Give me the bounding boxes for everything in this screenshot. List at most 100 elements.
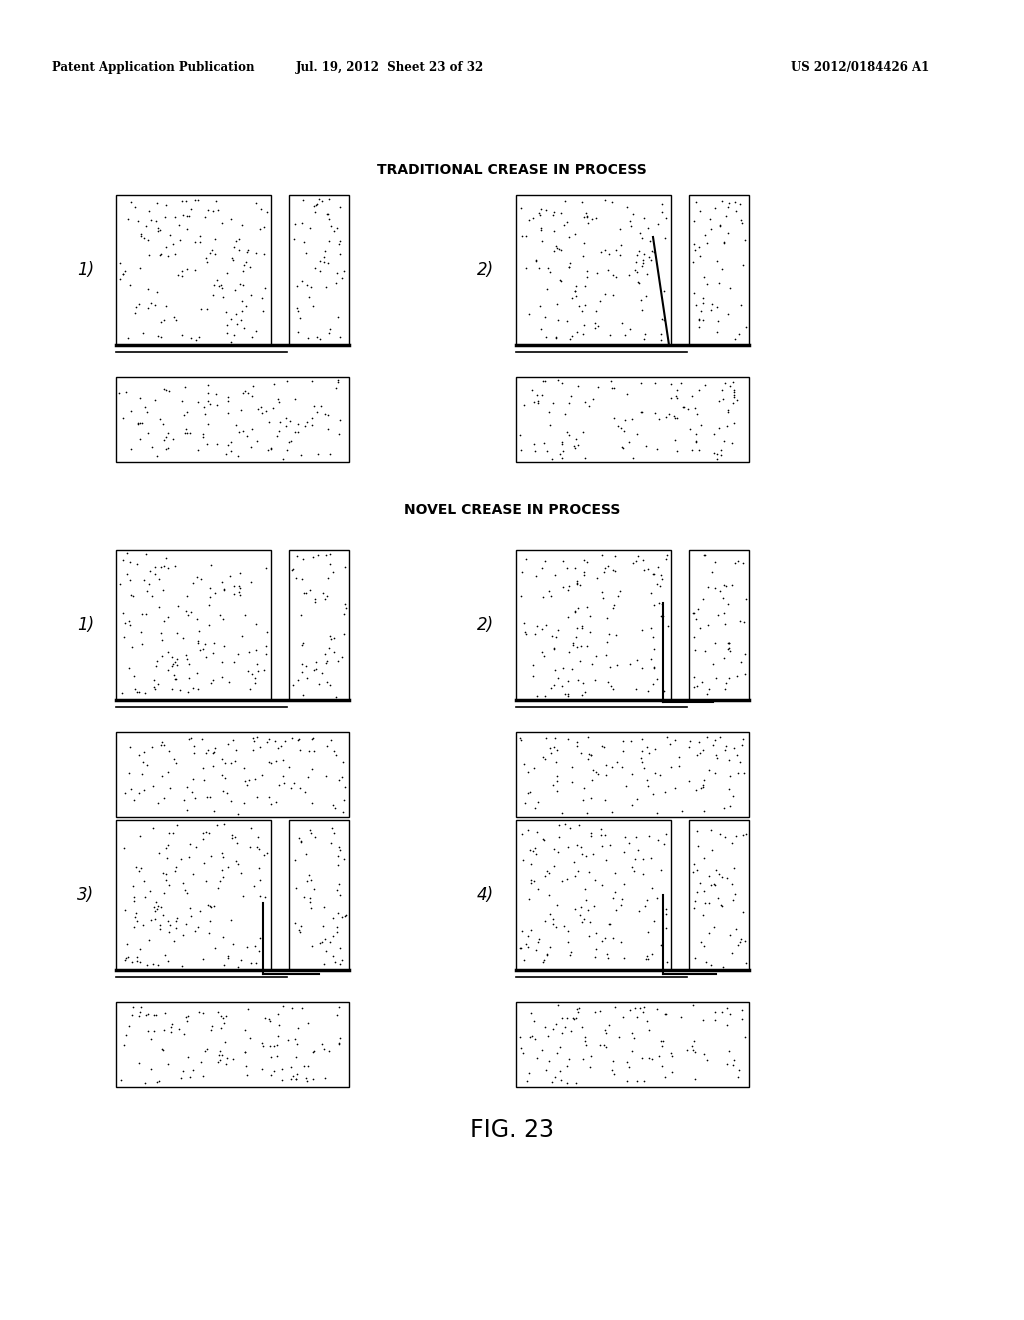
Point bbox=[115, 549, 131, 570]
Point bbox=[155, 1040, 171, 1061]
Point bbox=[537, 370, 553, 391]
Point bbox=[126, 886, 142, 907]
Point bbox=[286, 774, 302, 795]
Point bbox=[175, 873, 191, 894]
Point bbox=[165, 822, 181, 843]
Point bbox=[332, 1027, 348, 1048]
Point bbox=[585, 388, 601, 409]
Point bbox=[622, 653, 638, 675]
Point bbox=[332, 411, 348, 432]
Point bbox=[225, 652, 242, 673]
Point bbox=[259, 731, 275, 752]
Point bbox=[529, 879, 546, 900]
Point bbox=[596, 789, 612, 810]
Point bbox=[635, 252, 651, 273]
Point bbox=[513, 730, 529, 751]
Point bbox=[721, 638, 737, 659]
Point bbox=[237, 605, 253, 626]
Point bbox=[332, 937, 348, 958]
Point bbox=[573, 300, 590, 321]
Point bbox=[549, 894, 565, 915]
Point bbox=[605, 408, 622, 429]
Point bbox=[232, 400, 249, 421]
Bar bbox=[289, 195, 349, 345]
Point bbox=[300, 1012, 316, 1034]
Point bbox=[600, 259, 616, 280]
Point bbox=[646, 594, 663, 615]
Point bbox=[726, 883, 742, 904]
Point bbox=[168, 309, 184, 330]
Point bbox=[614, 437, 631, 458]
Point bbox=[520, 783, 537, 804]
Point bbox=[518, 257, 535, 279]
Point bbox=[144, 953, 161, 974]
Point bbox=[551, 814, 567, 836]
Point bbox=[647, 403, 664, 424]
Point bbox=[514, 920, 530, 941]
Point bbox=[301, 741, 317, 762]
Point bbox=[690, 836, 707, 857]
Point bbox=[579, 260, 595, 281]
Point bbox=[634, 1047, 650, 1068]
Point bbox=[180, 1006, 197, 1027]
Point bbox=[521, 304, 538, 325]
Point bbox=[199, 247, 215, 268]
Point bbox=[703, 874, 720, 895]
Point bbox=[626, 1027, 642, 1048]
Point bbox=[716, 647, 732, 668]
Point bbox=[160, 246, 176, 267]
Point bbox=[687, 780, 703, 801]
Point bbox=[696, 544, 713, 565]
Point bbox=[686, 211, 702, 232]
Point bbox=[585, 759, 601, 780]
Point bbox=[528, 384, 545, 405]
Point bbox=[662, 734, 678, 755]
Point bbox=[630, 271, 646, 292]
Point bbox=[112, 268, 128, 289]
Point bbox=[167, 207, 183, 228]
Point bbox=[696, 880, 713, 902]
Point bbox=[188, 837, 205, 858]
Point bbox=[217, 1006, 233, 1027]
Point bbox=[728, 201, 744, 222]
Point bbox=[196, 949, 212, 970]
Point bbox=[552, 202, 568, 223]
Point bbox=[580, 726, 596, 747]
Point bbox=[649, 573, 666, 594]
Point bbox=[582, 743, 598, 764]
Point bbox=[280, 1030, 296, 1051]
Point bbox=[297, 781, 313, 803]
Point bbox=[582, 925, 598, 946]
Point bbox=[548, 916, 564, 937]
Point bbox=[199, 743, 215, 764]
Point bbox=[653, 1056, 670, 1077]
Point bbox=[534, 231, 550, 252]
Point bbox=[249, 837, 265, 858]
Point bbox=[248, 953, 264, 974]
Point bbox=[318, 766, 335, 787]
Point bbox=[197, 206, 213, 227]
Point bbox=[617, 409, 634, 430]
Point bbox=[179, 1010, 196, 1031]
Point bbox=[580, 213, 596, 234]
Point bbox=[560, 921, 577, 942]
Point bbox=[163, 1022, 179, 1043]
Point bbox=[164, 678, 180, 700]
Point bbox=[513, 824, 529, 845]
Point bbox=[325, 562, 341, 583]
Point bbox=[549, 780, 565, 801]
Point bbox=[624, 763, 640, 784]
Point bbox=[133, 226, 150, 247]
Point bbox=[328, 686, 344, 708]
Point bbox=[202, 243, 218, 264]
Text: US 2012/0184426 A1: US 2012/0184426 A1 bbox=[791, 62, 929, 74]
Point bbox=[294, 213, 310, 234]
Point bbox=[689, 744, 706, 766]
Point bbox=[200, 383, 216, 404]
Point bbox=[565, 1007, 582, 1028]
Point bbox=[539, 441, 555, 462]
Point bbox=[216, 954, 232, 975]
Point bbox=[645, 564, 662, 585]
Point bbox=[142, 1028, 159, 1049]
Point bbox=[712, 215, 728, 236]
